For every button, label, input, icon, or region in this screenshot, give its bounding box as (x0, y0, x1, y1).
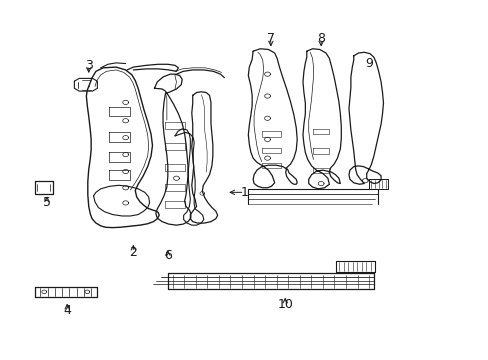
Text: 10: 10 (277, 298, 293, 311)
Text: 6: 6 (163, 249, 171, 262)
Text: 2: 2 (129, 246, 137, 259)
Text: 7: 7 (266, 32, 274, 45)
Text: 1: 1 (240, 186, 248, 199)
Text: 4: 4 (63, 304, 71, 317)
Text: 3: 3 (84, 59, 93, 72)
Text: 9: 9 (365, 57, 372, 70)
Text: 5: 5 (43, 197, 51, 210)
Text: 8: 8 (317, 32, 325, 45)
